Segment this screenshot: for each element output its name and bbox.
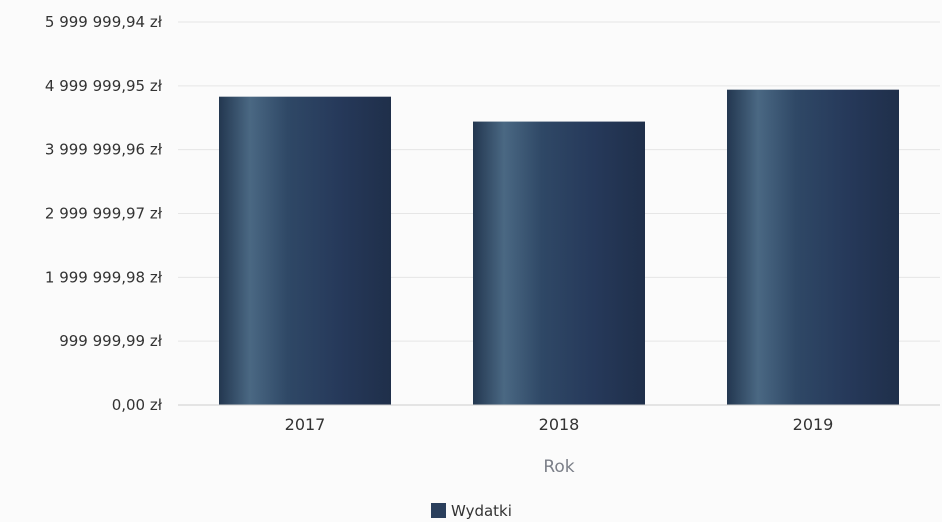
y-axis-tick-labels: 0,00 zł 999 999,99 zł 1 999 999,98 zł 2 999…	[45, 13, 163, 414]
x-axis-title: Rok	[543, 457, 574, 477]
bar-2018[interactable]	[473, 121, 645, 406]
x-tick-label: 2018	[539, 415, 580, 434]
y-tick-label: 4 999 999,95 zł	[45, 77, 163, 95]
bar-2017[interactable]	[219, 96, 391, 405]
x-tick-label: 2017	[285, 415, 326, 434]
x-tick-label: 2019	[793, 415, 834, 434]
y-tick-label: 1 999 999,98 zł	[45, 268, 163, 286]
y-tick-label: 0,00 zł	[112, 396, 163, 414]
y-tick-label: 999 999,99 zł	[59, 332, 163, 350]
y-tick-label: 3 999 999,96 zł	[45, 141, 163, 159]
y-tick-label: 2 999 999,97 zł	[45, 205, 163, 223]
x-axis-tick-labels: 2017 2018 2019	[285, 415, 834, 434]
bars	[219, 89, 899, 406]
bar-2019[interactable]	[727, 89, 899, 405]
y-tick-label: 5 999 999,94 zł	[45, 13, 163, 31]
legend[interactable]: Wydatki	[431, 502, 512, 520]
legend-label-wydatki: Wydatki	[451, 502, 512, 520]
legend-swatch	[431, 503, 446, 518]
